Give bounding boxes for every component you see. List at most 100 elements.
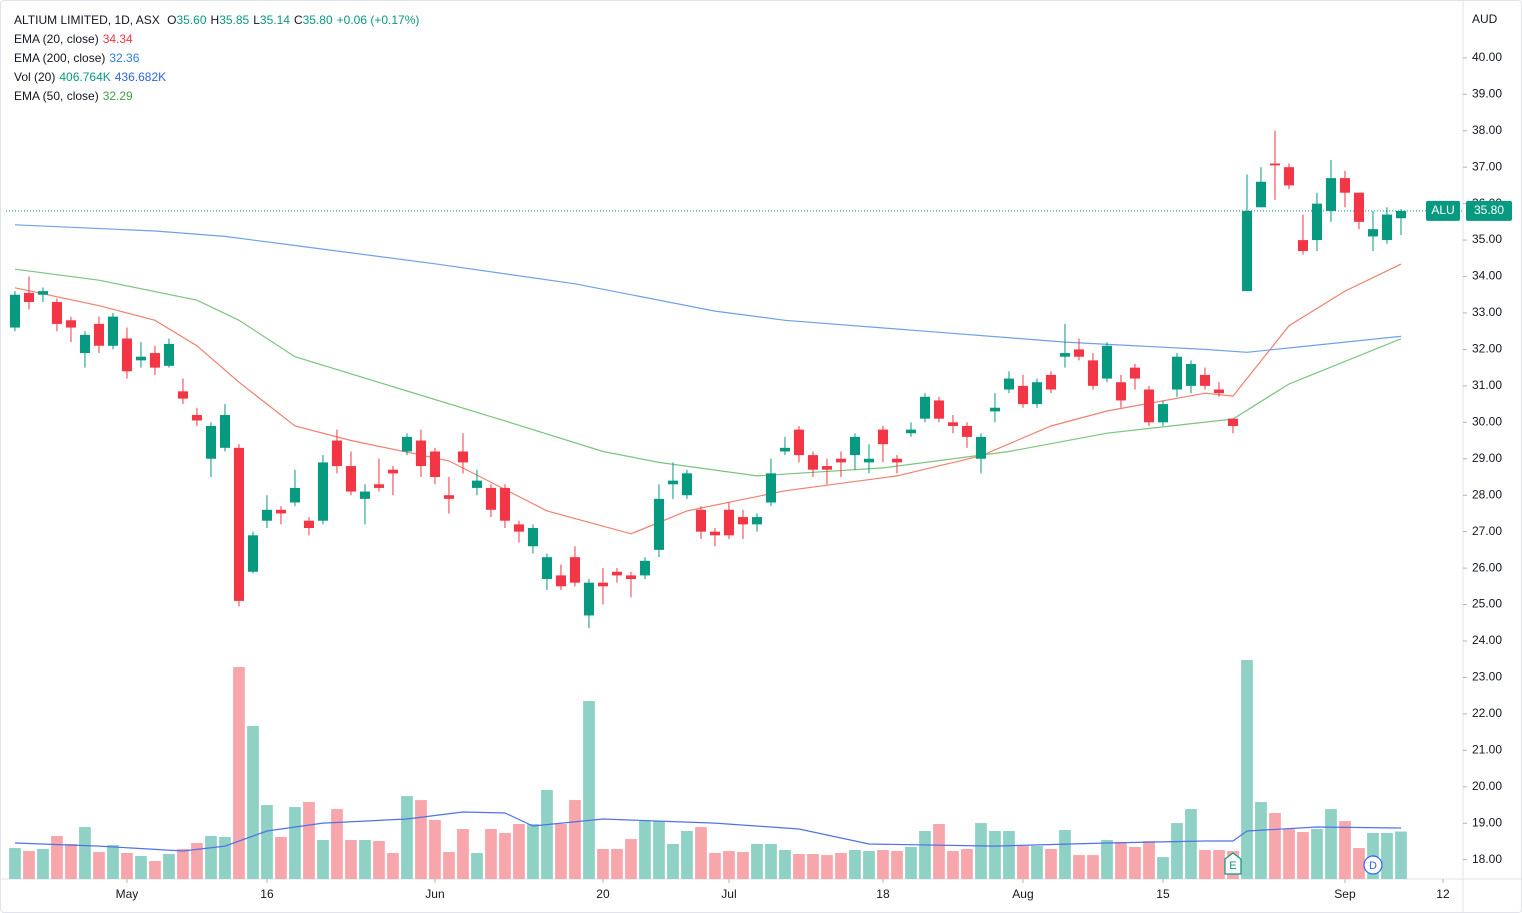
candle-body bbox=[625, 575, 637, 580]
volume-bar bbox=[779, 850, 791, 879]
candle-body bbox=[219, 415, 231, 448]
legend: ALTIUM LIMITED, 1D, ASX O35.60 H35.85 L35.… bbox=[14, 11, 423, 106]
symbol-title: ALTIUM LIMITED, 1D, ASX bbox=[14, 13, 160, 27]
candle-body bbox=[345, 466, 357, 492]
volume-bar bbox=[1101, 839, 1113, 879]
volume-bar bbox=[541, 790, 553, 879]
candle-body bbox=[261, 509, 273, 521]
candle-body bbox=[1185, 363, 1197, 386]
candle-body bbox=[317, 462, 329, 521]
volume-bar bbox=[233, 667, 245, 879]
candle-body bbox=[737, 517, 749, 525]
candle-body bbox=[387, 469, 399, 474]
x-tick-label: 18 bbox=[876, 887, 890, 901]
candle-body bbox=[1073, 349, 1085, 357]
candle-body bbox=[1395, 210, 1407, 219]
volume-bar bbox=[219, 836, 231, 879]
candle-body bbox=[163, 343, 175, 366]
candle-body bbox=[611, 571, 623, 576]
volume-bar bbox=[205, 836, 217, 879]
x-tick-label: 20 bbox=[596, 887, 610, 901]
candle-body bbox=[569, 557, 581, 583]
volume-bar bbox=[835, 852, 847, 879]
volume-bar bbox=[821, 855, 833, 879]
y-tick-label: 30.00 bbox=[1472, 414, 1502, 428]
volume-bar bbox=[695, 827, 707, 879]
volume-bar bbox=[107, 845, 119, 879]
y-tick-label: 38.00 bbox=[1472, 123, 1502, 137]
x-tick-label: May bbox=[116, 887, 139, 901]
indicator-row: EMA (50, close) 32.29 bbox=[14, 87, 423, 106]
volume-bar bbox=[443, 852, 455, 879]
candle-body bbox=[373, 484, 385, 488]
candle-body bbox=[1353, 192, 1365, 222]
candle-body bbox=[667, 480, 679, 485]
volume-bar bbox=[387, 852, 399, 879]
volume-bar bbox=[583, 701, 595, 879]
volume-bar bbox=[793, 854, 805, 879]
indicator-value: 32.29 bbox=[102, 89, 133, 103]
candle-body bbox=[1045, 374, 1057, 390]
volume-bar bbox=[1353, 848, 1365, 879]
volume-bar bbox=[499, 832, 511, 879]
volume-bar bbox=[471, 852, 483, 879]
volume-bar bbox=[891, 850, 903, 879]
indicator-line bbox=[14, 263, 1402, 535]
ohlc-key: O bbox=[167, 13, 177, 27]
candle-body bbox=[765, 473, 777, 503]
indicator-row: Vol (20) 406.764K 436.682K bbox=[14, 68, 423, 87]
candle-body bbox=[1101, 345, 1113, 379]
candle-body bbox=[1171, 356, 1183, 390]
volume-bar bbox=[933, 823, 945, 879]
y-tick-label: 31.00 bbox=[1472, 378, 1502, 392]
candle-body bbox=[401, 436, 413, 452]
volume-bar bbox=[121, 852, 133, 879]
candle-body bbox=[205, 425, 217, 459]
candle-body bbox=[877, 429, 889, 445]
volume-bar bbox=[429, 820, 441, 879]
volume-bar bbox=[905, 847, 917, 879]
candle-body bbox=[79, 334, 91, 354]
volume-bar bbox=[1045, 848, 1057, 879]
candle-body bbox=[709, 531, 721, 536]
volume-bar bbox=[1171, 823, 1183, 879]
candle-body bbox=[1129, 367, 1141, 379]
volume-bar bbox=[317, 839, 329, 879]
candle-body bbox=[149, 353, 161, 368]
indicator-name: Vol (20) bbox=[14, 70, 56, 84]
candle-body bbox=[9, 294, 21, 328]
volume-bar bbox=[863, 850, 875, 879]
volume-bar bbox=[1325, 809, 1337, 879]
candle-body bbox=[695, 509, 707, 532]
indicator-value: 406.764K bbox=[59, 70, 111, 84]
candle-body bbox=[751, 517, 763, 525]
volume-bar bbox=[331, 809, 343, 879]
candle-body bbox=[331, 440, 343, 467]
candle-body bbox=[275, 509, 287, 514]
candle-body bbox=[947, 422, 959, 426]
volume-bar bbox=[345, 839, 357, 879]
earnings-marker bbox=[1224, 852, 1242, 875]
candle-body bbox=[653, 498, 665, 550]
y-tick-label: 39.00 bbox=[1472, 86, 1502, 100]
candle-body bbox=[1199, 374, 1211, 386]
volume-bar bbox=[625, 839, 637, 879]
volume-bar bbox=[667, 843, 679, 879]
volume-bar bbox=[975, 823, 987, 879]
x-tick-label: 15 bbox=[1156, 887, 1170, 901]
change: +0.06 (+0.17%) bbox=[336, 13, 420, 27]
candle-body bbox=[723, 509, 735, 536]
volume-bar bbox=[261, 805, 273, 879]
y-tick-label: 27.00 bbox=[1472, 524, 1502, 538]
candle-body bbox=[1059, 353, 1071, 357]
x-tick-label: Aug bbox=[1012, 887, 1033, 901]
candle-body bbox=[107, 316, 119, 346]
volume-bar bbox=[723, 850, 735, 879]
indicator-value: 34.34 bbox=[102, 32, 133, 46]
candle-body bbox=[541, 557, 553, 580]
volume-bar bbox=[1087, 855, 1099, 879]
candle-body bbox=[891, 458, 903, 463]
candle-body bbox=[51, 302, 63, 324]
y-tick-label: 22.00 bbox=[1472, 706, 1502, 720]
